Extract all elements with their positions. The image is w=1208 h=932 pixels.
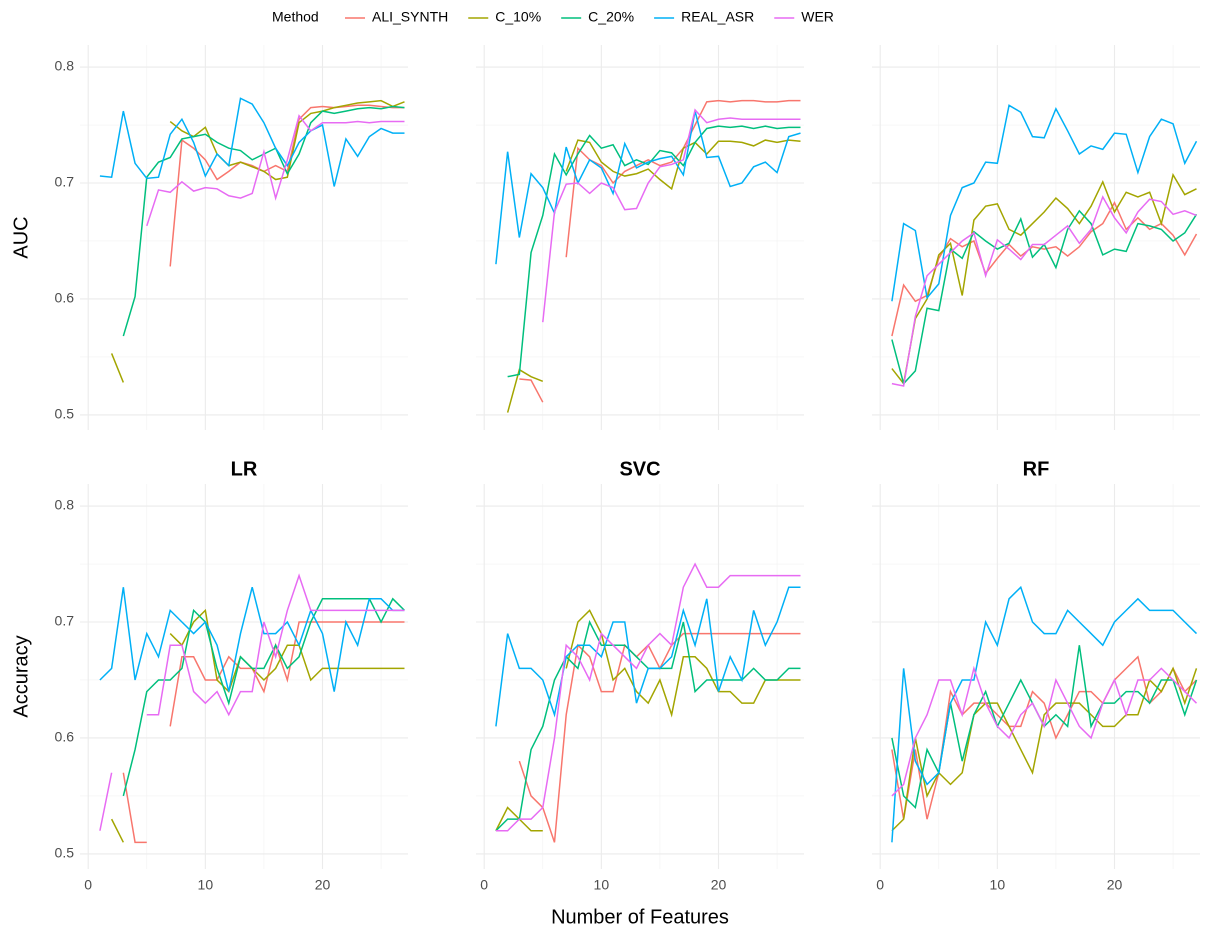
y-tick-label: 0.7 bbox=[55, 174, 75, 190]
y-tick-label: 0.5 bbox=[55, 406, 75, 422]
y-tick-label: 0.6 bbox=[55, 729, 75, 745]
y-tick-label: 0.6 bbox=[55, 290, 75, 306]
series-line bbox=[99, 573, 405, 831]
series-line bbox=[495, 110, 801, 265]
series-line bbox=[891, 209, 1198, 386]
series-line bbox=[110, 99, 405, 383]
series-line bbox=[122, 621, 405, 844]
series-line bbox=[891, 201, 1198, 337]
x-tick-label: 0 bbox=[480, 877, 488, 893]
line-layer bbox=[99, 97, 1198, 844]
x-tick-label: 20 bbox=[315, 877, 331, 893]
legend-title: Method bbox=[272, 9, 319, 25]
legend-label: WER bbox=[801, 9, 834, 25]
series-line bbox=[891, 666, 1198, 832]
legend-label: C_20% bbox=[588, 9, 634, 25]
series-line bbox=[495, 586, 801, 727]
x-tick-label: 20 bbox=[711, 877, 727, 893]
y-tick-label: 0.7 bbox=[55, 613, 75, 629]
strip-title: RF bbox=[1023, 458, 1050, 480]
series-line bbox=[99, 97, 405, 187]
series-line bbox=[891, 172, 1197, 386]
y-axis-title: AUC bbox=[10, 216, 32, 258]
x-tick-label: 10 bbox=[594, 877, 610, 893]
series-line bbox=[110, 608, 405, 843]
x-tick-label: 10 bbox=[990, 877, 1006, 893]
legend-label: C_10% bbox=[495, 9, 541, 25]
series-line bbox=[99, 587, 405, 692]
series-line bbox=[891, 665, 1198, 797]
series-line bbox=[542, 108, 801, 323]
legend-label: REAL_ASR bbox=[681, 9, 754, 25]
x-tick-label: 20 bbox=[1107, 877, 1123, 893]
series-line bbox=[169, 104, 405, 267]
x-tick-label: 10 bbox=[198, 877, 214, 893]
series-line bbox=[506, 139, 801, 413]
legend-label: ALI_SYNTH bbox=[372, 9, 448, 25]
series-line bbox=[495, 619, 801, 832]
y-tick-label: 0.8 bbox=[55, 497, 75, 513]
series-line bbox=[507, 125, 801, 378]
y-tick-label: 0.8 bbox=[55, 58, 75, 74]
series-line bbox=[891, 585, 1198, 843]
series-line bbox=[495, 609, 801, 832]
series-line bbox=[146, 114, 405, 227]
x-tick-label: 0 bbox=[876, 877, 884, 893]
y-tick-label: 0.5 bbox=[55, 845, 75, 861]
x-axis-title: Number of Features bbox=[551, 906, 729, 928]
grid-layer bbox=[80, 45, 1200, 869]
series-line bbox=[122, 597, 406, 797]
x-tick-label: 0 bbox=[84, 877, 92, 893]
series-line bbox=[495, 562, 801, 832]
series-line bbox=[891, 195, 1197, 387]
strip-title: SVC bbox=[619, 458, 660, 480]
series-line bbox=[891, 104, 1198, 302]
strip-title: LR bbox=[231, 458, 258, 480]
y-axis-title: Accuracy bbox=[10, 635, 32, 717]
